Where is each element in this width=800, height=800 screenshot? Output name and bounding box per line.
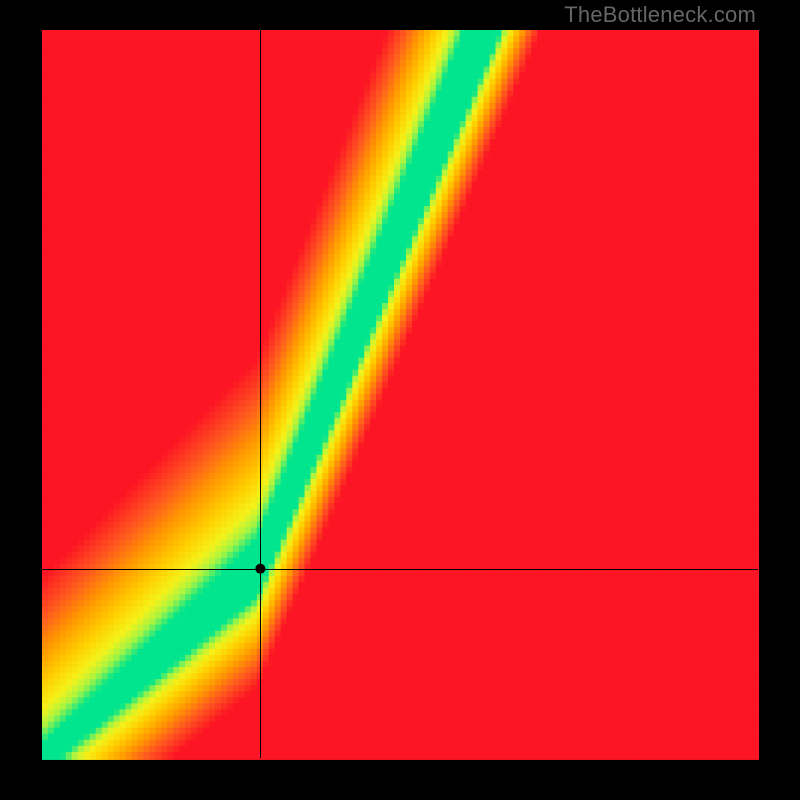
watermark-text: TheBottleneck.com — [564, 2, 756, 28]
heatmap-plot — [0, 0, 800, 800]
